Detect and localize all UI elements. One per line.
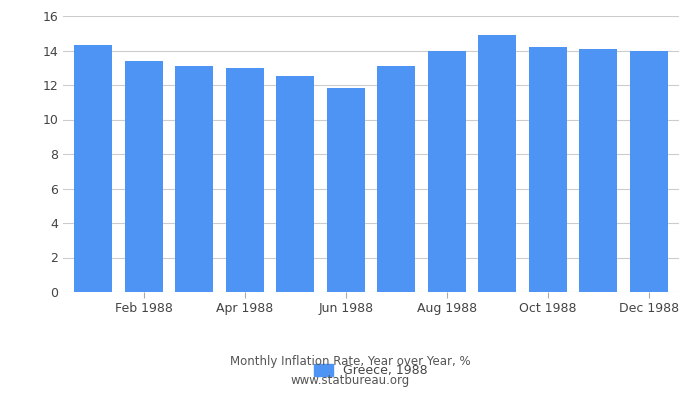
Bar (630, 50, 668, 292)
Bar (528, 47, 567, 292)
Bar (327, 88, 365, 292)
Text: Monthly Inflation Rate, Year over Year, %: Monthly Inflation Rate, Year over Year, … (230, 356, 470, 368)
Legend: Greece, 1988: Greece, 1988 (309, 359, 433, 382)
Text: www.statbureau.org: www.statbureau.org (290, 374, 410, 387)
Bar (74, 45, 112, 292)
Bar (125, 61, 162, 292)
Bar (428, 50, 466, 292)
Bar (580, 49, 617, 292)
Bar (276, 76, 314, 292)
Bar (175, 66, 214, 292)
Bar (226, 68, 264, 292)
Bar (377, 66, 415, 292)
Bar (478, 35, 516, 292)
